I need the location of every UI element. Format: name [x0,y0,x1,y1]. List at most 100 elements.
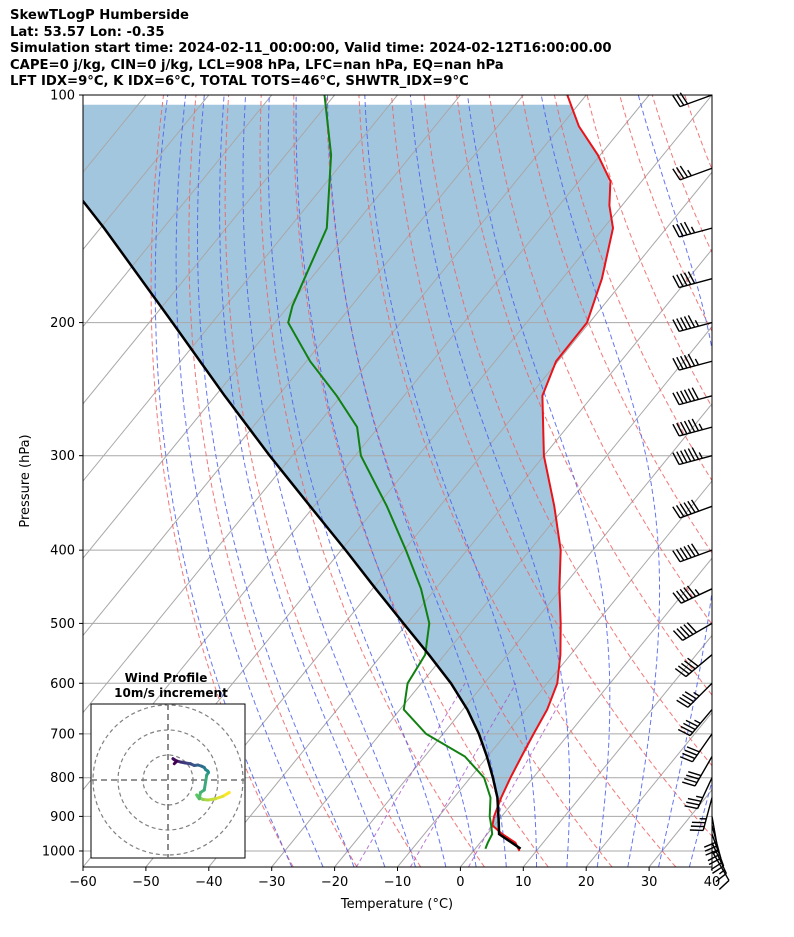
wind-barb [674,654,713,678]
hodograph-subtitle: 10m/s increment [114,686,228,700]
y-tick-label: 900 [50,810,75,825]
moist-adiabat [154,95,293,867]
isotherm-gridline [775,95,794,867]
sounding-profiles [83,95,615,852]
mixing-ratio-line [355,683,466,867]
wind-barb [672,165,713,181]
moist-adiabat [409,95,571,867]
dry-adiabat [456,95,712,696]
isotherm-gridline [585,711,712,867]
wind-barb [677,709,713,737]
y-tick-label: 600 [50,677,75,692]
x-tick-label: −10 [384,875,411,890]
wind-barb [672,447,713,466]
dry-adiabat [783,95,794,867]
gridlines [83,95,794,867]
isotherm-gridline [83,95,524,637]
isotherm-gridline [208,248,712,867]
moist-adiabat [637,95,712,867]
x-tick-label: 20 [578,875,595,890]
wind-barb [679,733,713,763]
isotherm-gridline [397,480,712,867]
moist-adiabat [540,95,661,867]
y-tick-label: 300 [50,449,75,464]
wind-barb [711,850,730,891]
dry-adiabat [391,95,712,838]
wind-barb [672,387,713,406]
isotherm-gridline [83,95,461,559]
wind-barb [672,353,713,371]
moist-adiabat [688,779,712,867]
isotherm-gridline [648,789,712,867]
moist-adiabat [267,95,447,867]
moist-adiabat [242,95,416,867]
isotherm-gridline [83,95,398,482]
y-tick-label: 1000 [42,844,75,859]
x-tick-label: −40 [195,875,222,890]
isotherm-gridline [83,95,84,96]
isotherm-gridline [711,866,712,867]
wind-barb [672,585,713,604]
wind-barb [672,418,713,437]
isotherm-gridline [271,325,712,867]
y-tick-label: 400 [50,544,75,559]
wind-barb [689,797,713,832]
dry-adiabat [259,95,485,867]
x-tick-label: −20 [321,875,348,890]
x-tick-label: 40 [704,875,721,890]
isotherm-gridline [83,95,587,714]
isotherm-gridline [145,171,712,867]
dry-adiabat [293,95,549,867]
dry-adiabat [684,95,712,171]
wind-barb [682,756,713,787]
moist-adiabat [720,88,794,867]
dry-adiabat [423,95,712,767]
isotherm-gridline [334,403,712,867]
dewpoint-profile [287,95,494,850]
dry-adiabat [188,95,358,867]
moist-adiabat [364,95,537,867]
parcel-profile [83,199,522,850]
y-tick-label: 700 [50,727,75,742]
moist-adiabat [326,95,507,867]
x-tick-label: 30 [641,875,658,890]
hodograph-trace-segment [172,759,179,766]
x-tick-label: 10 [515,875,532,890]
dry-adiabat [619,95,712,333]
chart-title: SkewTLogP Humberside [10,8,190,23]
hodograph-title: Wind Profile [125,671,208,685]
stability-line: CAPE=0 j/kg, CIN=0 j/kg, LCL=908 hPa, LF… [10,57,504,73]
x-tick-label: 0 [456,875,464,890]
x-axis-label: Temperature (°C) [340,897,453,912]
wind-barb [672,622,713,642]
reference-lines [150,88,794,867]
isotherm-gridline [83,95,210,251]
wind-barb [684,777,713,810]
temperature-profile [491,95,615,852]
dry-adiabat [224,95,422,867]
dry-adiabat [717,95,794,867]
y-tick-label: 100 [50,89,75,104]
moist-adiabat [197,95,355,867]
isotherm-gridline [522,634,712,867]
axis-ticks: −60 −50 −40 −30 −20 −10 0 10 20 30 40 1000 900 800 700… [42,89,720,891]
dry-adiabat [750,95,794,867]
wind-barb [672,221,713,238]
isotherm-gridline [83,95,335,405]
wind-barb [672,543,713,563]
wind-barb [672,499,713,519]
chart-header: SkewTLogP Humberside Lat: 53.57 Lon: -0.… [10,8,612,91]
dry-adiabat [488,95,712,626]
dry-adiabat [150,95,294,867]
wind-barb [672,315,713,333]
hodograph-inset: Wind Profile 10m/s increment [90,671,246,859]
x-tick-label: −50 [132,875,159,890]
x-tick-label: −60 [69,875,96,890]
wind-barb [676,682,713,708]
isotherm-gridline [460,557,712,867]
mixing-ratio-line [409,683,517,867]
y-tick-label: 200 [50,316,75,331]
y-axis-label: Pressure (hPa) [18,434,33,527]
dry-adiabat [521,95,712,554]
